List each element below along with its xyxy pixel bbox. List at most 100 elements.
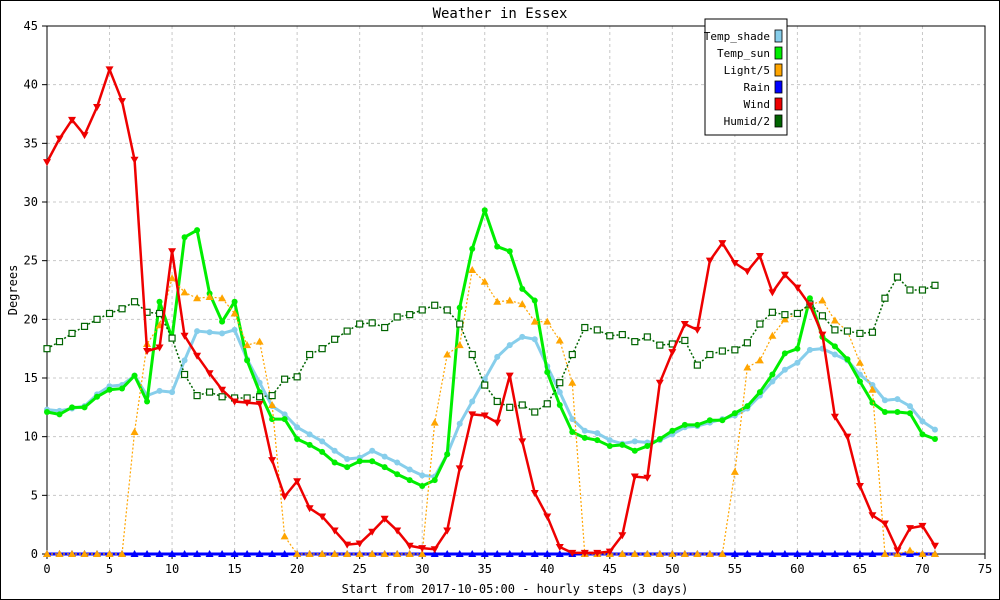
data-point-wind [55,135,64,143]
data-point-rain [280,550,289,557]
chart-title: Weather in Essex [433,6,568,22]
data-point-wind [405,542,414,550]
data-point-light-5 [818,296,827,304]
x-axis-label: Start from 2017-10-05:00 - hourly steps … [342,582,689,596]
data-point-temp-sun [706,417,713,424]
data-point-temp-shade [494,353,501,360]
data-point-temp-shade [831,351,838,358]
data-point-humid-2 [343,327,351,335]
data-point-light-5 [130,427,139,435]
data-point-temp-sun [856,378,863,385]
data-point-humid-2 [756,320,764,328]
data-point-light-5 [505,296,514,304]
data-point-rain [843,550,852,557]
data-point-humid-2 [381,323,389,332]
data-point-wind [430,546,439,554]
data-point-wind [743,268,752,276]
data-point-light-5 [68,550,77,557]
data-point-temp-shade [281,411,288,418]
data-point-temp-shade [894,396,901,403]
data-point-light-5 [355,550,364,557]
data-point-temp-sun [881,409,888,416]
data-point-wind [618,532,627,540]
y-tick-label: 25 [24,254,38,268]
data-point-temp-shade [581,427,588,434]
data-point-humid-2 [606,332,614,340]
legend-swatch-temp-sun [774,46,783,60]
data-point-temp-shade [881,397,888,404]
data-point-humid-2 [331,335,339,343]
data-point-humid-2 [268,392,276,400]
data-point-light-5 [555,336,564,344]
data-point-wind [418,545,427,553]
data-point-wind [680,321,689,329]
data-point-humid-2 [631,338,639,346]
data-point-temp-shade [394,459,401,466]
data-point-light-5 [855,358,864,366]
data-point-humid-2 [793,309,802,318]
data-point-light-5 [105,550,114,557]
data-point-light-5 [55,550,64,557]
data-point-light-5 [830,316,839,324]
data-point-humid-2 [456,320,464,328]
data-point-temp-sun [219,318,226,325]
data-point-humid-2 [618,330,626,339]
data-point-temp-shade [331,447,338,454]
data-point-humid-2 [868,328,877,336]
data-point-temp-sun [456,304,463,311]
data-point-wind [205,370,214,378]
data-point-rain [818,550,827,557]
x-tick-label: 50 [665,562,679,576]
data-point-rain [743,550,752,557]
data-point-humid-2 [893,273,902,281]
data-point-humid-2 [518,401,526,409]
x-tick-label: 70 [915,562,929,576]
data-point-temp-sun [794,345,801,352]
data-point-wind [930,542,939,550]
legend-box [704,18,788,136]
data-point-temp-sun [519,285,526,292]
data-point-wind [855,482,864,490]
x-tick-label: 15 [227,562,241,576]
data-point-wind [630,473,639,481]
data-point-wind [755,252,764,260]
series-line-light-5 [47,269,935,555]
data-point-temp-sun [906,410,913,417]
data-point-light-5 [318,550,327,557]
data-point-temp-sun [106,386,113,393]
data-point-temp-sun [506,248,513,255]
legend-swatch-temp-shade [774,29,783,43]
x-tick-label: 60 [790,562,804,576]
legend-label-temp-sun: Temp_sun [717,47,770,60]
axes: 0 5 10 15 20 25 30 35 40 45 50 55 60 65 70 75 0 5 10 15 20 25… [24,19,993,576]
data-point-rain [455,550,464,557]
data-point-light-5 [193,294,202,302]
data-point-wind [693,326,702,334]
x-tick-label: 10 [165,562,179,576]
data-point-light-5 [293,550,302,557]
data-point-light-5 [630,550,639,557]
series-rain [43,550,939,557]
data-point-temp-sun [231,298,238,305]
data-point-humid-2 [581,323,589,332]
data-point-temp-sun [731,410,738,417]
data-point-temp-shade [794,359,801,366]
data-point-humid-2 [693,361,701,369]
data-point-humid-2 [568,350,576,359]
data-point-temp-sun [644,443,651,450]
data-point-wind [655,379,664,387]
data-point-wind [280,493,289,501]
data-point-temp-sun [756,389,763,396]
legend: Temp_shade Temp_sun Light/5 Rain Wind Humid/2 [704,18,788,136]
data-point-rain [180,550,189,557]
data-point-rain [268,550,277,557]
data-point-wind [343,541,352,549]
series-humid-2 [43,273,939,416]
data-point-temp-sun [344,464,351,471]
data-point-humid-2 [906,286,914,294]
data-point-temp-sun [719,417,726,424]
data-point-light-5 [368,550,377,557]
data-point-light-5 [218,294,227,302]
data-point-wind [793,284,802,292]
data-point-temp-sun [831,343,838,350]
